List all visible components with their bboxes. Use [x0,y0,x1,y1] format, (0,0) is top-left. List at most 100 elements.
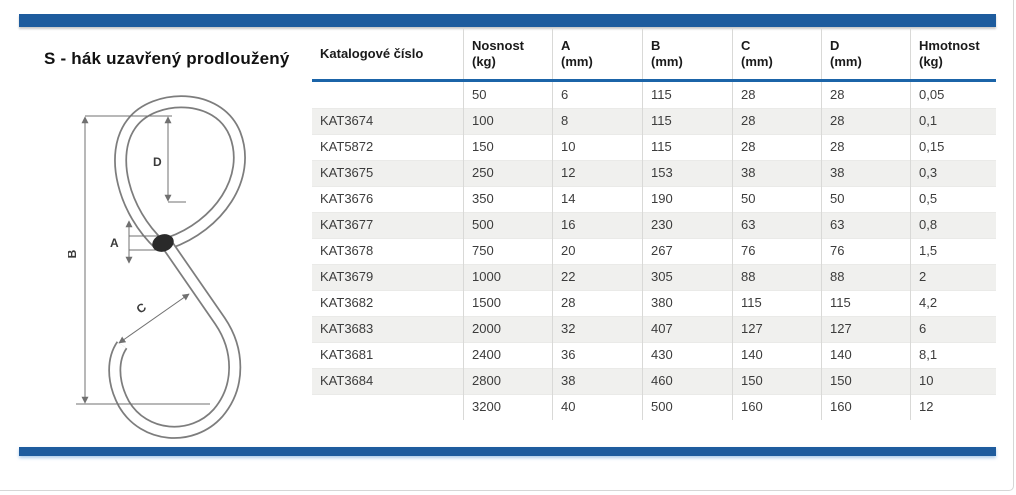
spec-table: Katalogové číslo Nosnost (kg) A (mm) B (mm) C (m… [312,28,996,420]
table-row: KAT5872 150 10 115 28 28 0,15 [312,134,996,160]
value-cell: 22 [552,264,642,290]
value-cell: 2800 [463,368,552,394]
value-cell: 190 [642,186,732,212]
value-cell: 63 [821,212,910,238]
value-cell: 460 [642,368,732,394]
value-cell: 12 [552,160,642,186]
table-row: KAT3678 750 20 267 76 76 1,5 [312,238,996,264]
value-cell: 4,2 [910,290,996,316]
value-cell: 115 [642,82,732,108]
value-cell: 305 [642,264,732,290]
value-cell: 2400 [463,342,552,368]
value-cell: 76 [732,238,821,264]
column-unit: (kg) [919,53,943,69]
column-header: A (mm) [552,28,642,79]
value-cell: 0,15 [910,134,996,160]
value-cell: 1,5 [910,238,996,264]
bottom-accent-bar [19,447,996,456]
dimension-b-lines [76,115,210,405]
column-unit: (kg) [472,53,496,69]
value-cell: 6 [552,82,642,108]
s-hook-diagram: B D A C [68,95,246,439]
column-header: D (mm) [821,28,910,79]
value-cell: 0,1 [910,108,996,134]
catalog-number-cell [312,394,463,420]
dim-label-a: A [110,236,119,250]
value-cell: 160 [821,394,910,420]
value-cell: 12 [910,394,996,420]
dim-label-c: C [134,300,149,317]
header-underline [312,79,996,82]
value-cell: 115 [642,134,732,160]
value-cell: 115 [732,290,821,316]
value-cell: 160 [732,394,821,420]
value-cell: 1500 [463,290,552,316]
value-cell: 28 [821,134,910,160]
table-row: KAT3674 100 8 115 28 28 0,1 [312,108,996,134]
catalog-number-cell [312,82,463,108]
column-label: B [651,37,661,53]
dim-label-d: D [153,155,162,169]
value-cell: 38 [552,368,642,394]
value-cell: 50 [463,82,552,108]
value-cell: 140 [732,342,821,368]
value-cell: 10 [552,134,642,160]
value-cell: 115 [642,108,732,134]
value-cell: 40 [552,394,642,420]
value-cell: 150 [821,368,910,394]
value-cell: 20 [552,238,642,264]
catalog-number-cell: KAT3676 [320,191,374,206]
value-cell: 63 [732,212,821,238]
value-cell: 150 [463,134,552,160]
value-cell: 350 [463,186,552,212]
table-row: KAT3676 350 14 190 50 50 0,5 [312,186,996,212]
catalog-number-cell: KAT3684 [320,373,374,388]
value-cell: 28 [821,82,910,108]
catalog-number-cell: KAT3678 [320,243,374,258]
value-cell: 115 [821,290,910,316]
value-cell: 150 [732,368,821,394]
value-cell: 500 [642,394,732,420]
value-cell: 8 [552,108,642,134]
value-cell: 153 [642,160,732,186]
table-row: KAT3677 500 16 230 63 63 0,8 [312,212,996,238]
catalog-number-cell: KAT3679 [320,269,374,284]
value-cell: 430 [642,342,732,368]
column-label: D [830,37,840,53]
value-cell: 50 [821,186,910,212]
hook-bottom-bend [108,236,242,439]
value-cell: 88 [732,264,821,290]
wire-section-dot [152,234,174,252]
column-label: C [741,37,751,53]
dimension-c-line [118,293,190,344]
value-cell: 50 [732,186,821,212]
value-cell: 127 [732,316,821,342]
catalog-number-cell: KAT3682 [320,295,374,310]
table-row: KAT3682 1500 28 380 115 115 4,2 [312,290,996,316]
value-cell: 2 [910,264,996,290]
column-header: C (mm) [732,28,821,79]
table-row: 3200 40 500 160 160 12 [312,394,996,420]
catalog-number-cell: KAT3674 [320,113,374,128]
column-header: B (mm) [642,28,732,79]
value-cell: 28 [821,108,910,134]
value-cell: 14 [552,186,642,212]
value-cell: 28 [552,290,642,316]
value-cell: 750 [463,238,552,264]
value-cell: 380 [642,290,732,316]
column-label: Katalogové číslo [320,45,424,61]
value-cell: 1000 [463,264,552,290]
value-cell: 127 [821,316,910,342]
catalog-number-cell: KAT5872 [320,139,374,154]
value-cell: 36 [552,342,642,368]
catalog-number-cell: KAT3677 [320,217,374,232]
table-header-row: Katalogové číslo Nosnost (kg) A (mm) B (mm) C (m… [312,28,996,79]
value-cell: 0,5 [910,186,996,212]
top-accent-bar [19,14,996,27]
column-label: Hmotnost [919,37,980,53]
value-cell: 100 [463,108,552,134]
value-cell: 500 [463,212,552,238]
value-cell: 267 [642,238,732,264]
value-cell: 16 [552,212,642,238]
column-header: Nosnost (kg) [463,28,552,79]
